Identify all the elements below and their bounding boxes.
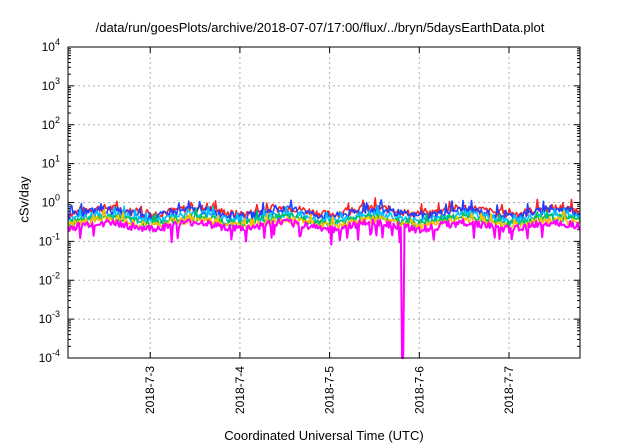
y-tick-label: 103 [42, 76, 60, 93]
y-tick-label-base: 10 [42, 79, 56, 93]
y-tick-label-base: 10 [42, 118, 56, 132]
series-line [67, 218, 581, 359]
x-tick-label: 2018-7-6 [412, 366, 426, 414]
y-tick-label-exp: 0 [55, 193, 60, 203]
y-tick-label: 104 [42, 37, 60, 54]
y-tick-label-exp: 3 [55, 76, 60, 86]
x-tick-label: 2018-7-3 [143, 366, 157, 414]
series-line [67, 207, 581, 228]
y-tick-label-base: 10 [39, 351, 53, 365]
y-tick-label: 10-1 [39, 231, 60, 248]
x-tick-label: 2018-7-7 [502, 366, 516, 414]
y-tick-label-base: 10 [39, 234, 53, 248]
y-tick-label: 100 [42, 193, 60, 210]
series-line [67, 208, 581, 231]
y-tick-label-base: 10 [42, 196, 56, 210]
y-tick-label: 10-2 [39, 270, 60, 287]
x-tick-label: 2018-7-4 [233, 366, 247, 414]
x-axis-label: Coordinated Universal Time (UTC) [224, 428, 424, 443]
y-tick-label-base: 10 [42, 40, 56, 54]
y-tick-label-exp: 2 [55, 115, 60, 125]
y-tick-label-exp: -2 [52, 270, 60, 280]
y-tick-label-exp: 1 [55, 154, 60, 164]
y-tick-label: 10-3 [39, 309, 60, 326]
chart-title: /data/run/goesPlots/archive/2018-07-07/1… [95, 20, 545, 35]
series-line [67, 197, 581, 219]
y-tick-label: 102 [42, 115, 60, 132]
y-tick-label-base: 10 [39, 312, 53, 326]
y-tick-label: 10-4 [39, 348, 60, 365]
y-tick-label-exp: -1 [52, 231, 60, 241]
y-axis-label: cSv/day [16, 176, 32, 223]
x-tick-label: 2018-7-5 [323, 366, 337, 414]
y-tick-label-base: 10 [39, 273, 53, 287]
y-tick-label: 101 [42, 154, 60, 171]
y-tick-label-exp: 4 [55, 37, 60, 47]
plot-frame [67, 46, 581, 359]
y-tick-label-exp: -3 [52, 309, 60, 319]
y-tick-label-base: 10 [42, 157, 56, 171]
y-tick-label-exp: -4 [52, 348, 60, 358]
